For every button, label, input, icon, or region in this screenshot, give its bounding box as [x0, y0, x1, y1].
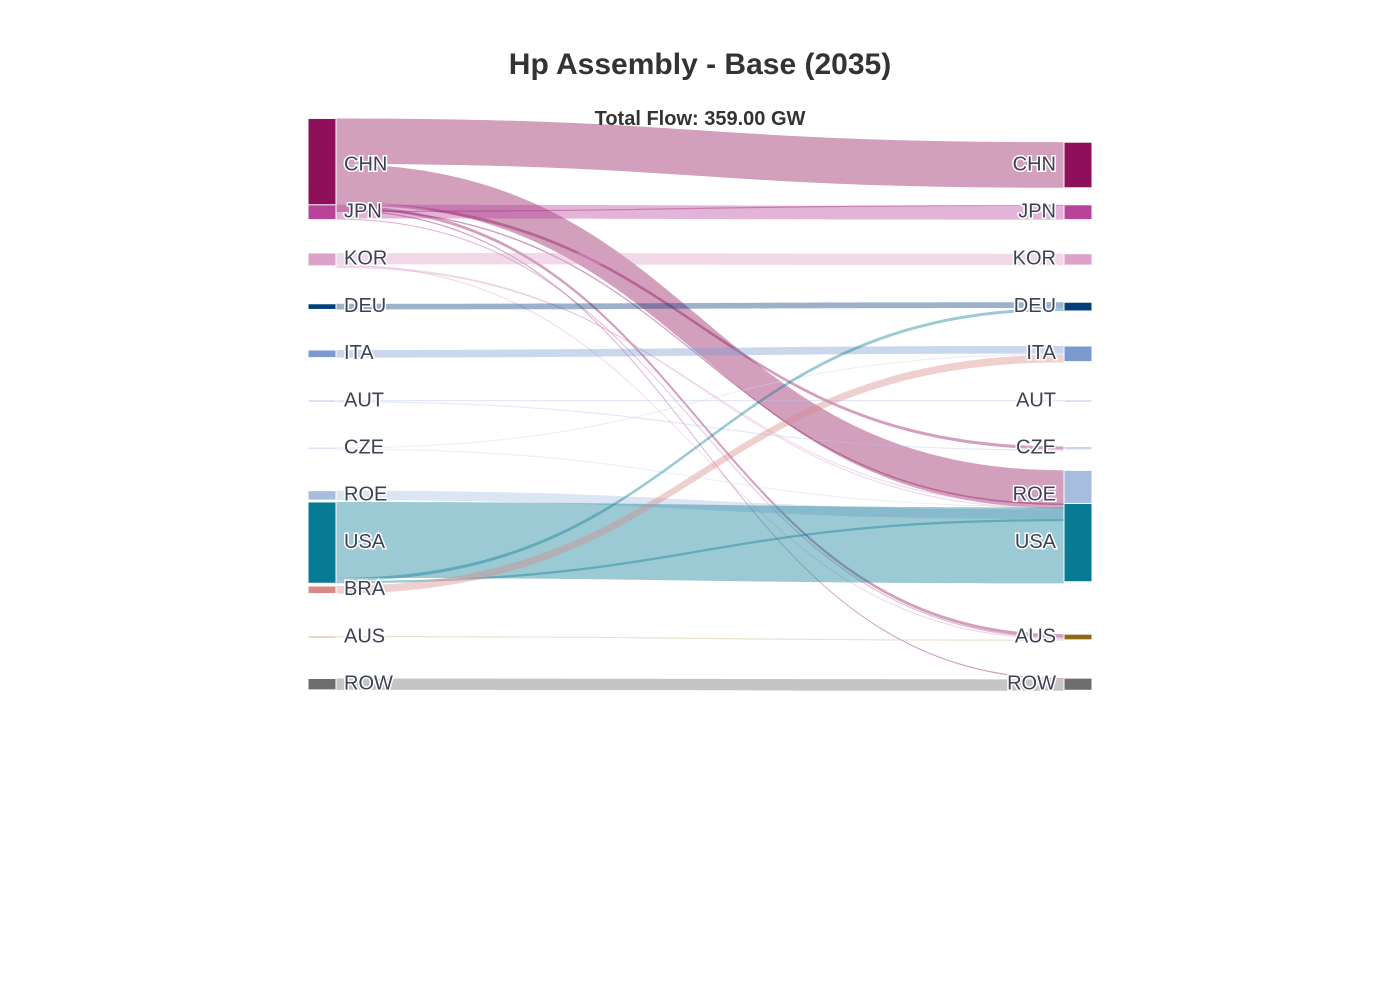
- source-node-roe[interactable]: [307, 490, 337, 501]
- link-kor-to-kor[interactable]: [336, 252, 1064, 266]
- source-node-bra[interactable]: [307, 585, 337, 595]
- source-node-chn[interactable]: [307, 117, 337, 213]
- target-node-jpn[interactable]: [1063, 204, 1093, 221]
- target-node-usa[interactable]: [1063, 502, 1093, 583]
- source-label-aut: AUT: [344, 389, 384, 411]
- target-node-row[interactable]: [1063, 677, 1093, 691]
- source-node-ita[interactable]: [307, 349, 337, 359]
- link-usa-to-usa[interactable]: [336, 501, 1064, 584]
- link-chn-to-roe[interactable]: [336, 164, 1064, 509]
- target-node-ita[interactable]: [1063, 345, 1093, 363]
- source-node-kor[interactable]: [307, 252, 337, 267]
- target-node-deu[interactable]: [1063, 301, 1093, 312]
- links-layer: [336, 118, 1064, 691]
- link-deu-to-deu[interactable]: [336, 302, 1064, 310]
- link-kor-to-aus[interactable]: [336, 264, 1064, 640]
- source-node-deu[interactable]: [307, 303, 337, 310]
- chart-title: Hp Assembly - Base (2035): [508, 48, 892, 81]
- target-node-aus[interactable]: [1063, 633, 1093, 641]
- source-label-ita: ITA: [344, 342, 374, 364]
- target-node-kor[interactable]: [1063, 253, 1093, 266]
- source-node-usa[interactable]: [307, 501, 337, 584]
- target-node-chn[interactable]: [1063, 141, 1093, 189]
- link-usa-to-deu[interactable]: [336, 307, 1064, 581]
- link-chn-to-jpn[interactable]: [336, 204, 1064, 213]
- source-label-cze: CZE: [344, 436, 384, 458]
- link-cze-to-ita[interactable]: [336, 353, 1064, 449]
- source-node-aut[interactable]: [307, 399, 337, 403]
- source-label-usa: USA: [344, 531, 386, 553]
- target-node-cze[interactable]: [1063, 445, 1093, 451]
- nodes-layer: [307, 117, 1093, 691]
- link-kor-to-roe[interactable]: [336, 265, 1064, 510]
- link-ita-to-ita[interactable]: [336, 346, 1064, 358]
- source-label-deu: DEU: [344, 295, 386, 317]
- labels-layer: CHN JPN KOR DEU ITA AUT CZE ROE USA BRA AUS ROW CHN J…: [343, 152, 1059, 696]
- target-label-aut: AUT: [1016, 389, 1056, 411]
- link-aut-to-cze[interactable]: [336, 401, 1064, 451]
- target-label-ita: ITA: [1026, 342, 1056, 364]
- source-label-kor: KOR: [344, 248, 387, 270]
- link-cze-to-usa[interactable]: [336, 448, 1064, 508]
- source-label-jpn: JPN: [344, 200, 382, 222]
- link-row-to-row[interactable]: [336, 678, 1064, 691]
- link-usa-to-roe[interactable]: [336, 519, 1064, 584]
- source-label-bra: BRA: [344, 578, 386, 600]
- source-node-jpn[interactable]: [307, 204, 337, 221]
- source-node-aus[interactable]: [307, 635, 337, 639]
- link-jpn-to-jpn[interactable]: [336, 204, 1064, 220]
- link-kor-to-usa[interactable]: [336, 266, 1064, 507]
- target-label-kor: KOR: [1013, 248, 1056, 270]
- link-chn-to-cze[interactable]: [336, 202, 1064, 450]
- target-label-chn: CHN: [1013, 153, 1056, 175]
- target-label-roe: ROE: [1013, 484, 1056, 506]
- target-label-jpn: JPN: [1018, 200, 1056, 222]
- source-node-row[interactable]: [307, 678, 337, 691]
- source-label-row: ROW: [344, 672, 393, 694]
- target-label-aus: AUS: [1015, 625, 1056, 647]
- link-aus-to-aus[interactable]: [336, 636, 1064, 641]
- chart-subtitle: Total Flow: 359.00 GW: [594, 108, 806, 130]
- link-bra-to-ita[interactable]: [336, 354, 1064, 594]
- target-node-aut[interactable]: [1063, 399, 1093, 403]
- link-chn-to-aus[interactable]: [336, 205, 1064, 638]
- source-label-chn: CHN: [344, 153, 387, 175]
- link-jpn-to-aus[interactable]: [336, 218, 1064, 639]
- target-label-usa: USA: [1015, 531, 1057, 553]
- target-label-row: ROW: [1007, 672, 1056, 694]
- source-label-roe: ROE: [344, 484, 387, 506]
- source-label-aus: AUS: [344, 625, 385, 647]
- source-node-cze[interactable]: [307, 446, 337, 450]
- target-label-cze: CZE: [1016, 436, 1056, 458]
- link-aut-to-aut[interactable]: [336, 400, 1064, 402]
- target-label-deu: DEU: [1014, 295, 1056, 317]
- link-chn-to-chn[interactable]: [336, 118, 1064, 188]
- link-chn-to-row[interactable]: [336, 209, 1064, 680]
- link-roe-to-roe[interactable]: [336, 490, 1064, 520]
- link-chn-to-usa[interactable]: [336, 208, 1064, 505]
